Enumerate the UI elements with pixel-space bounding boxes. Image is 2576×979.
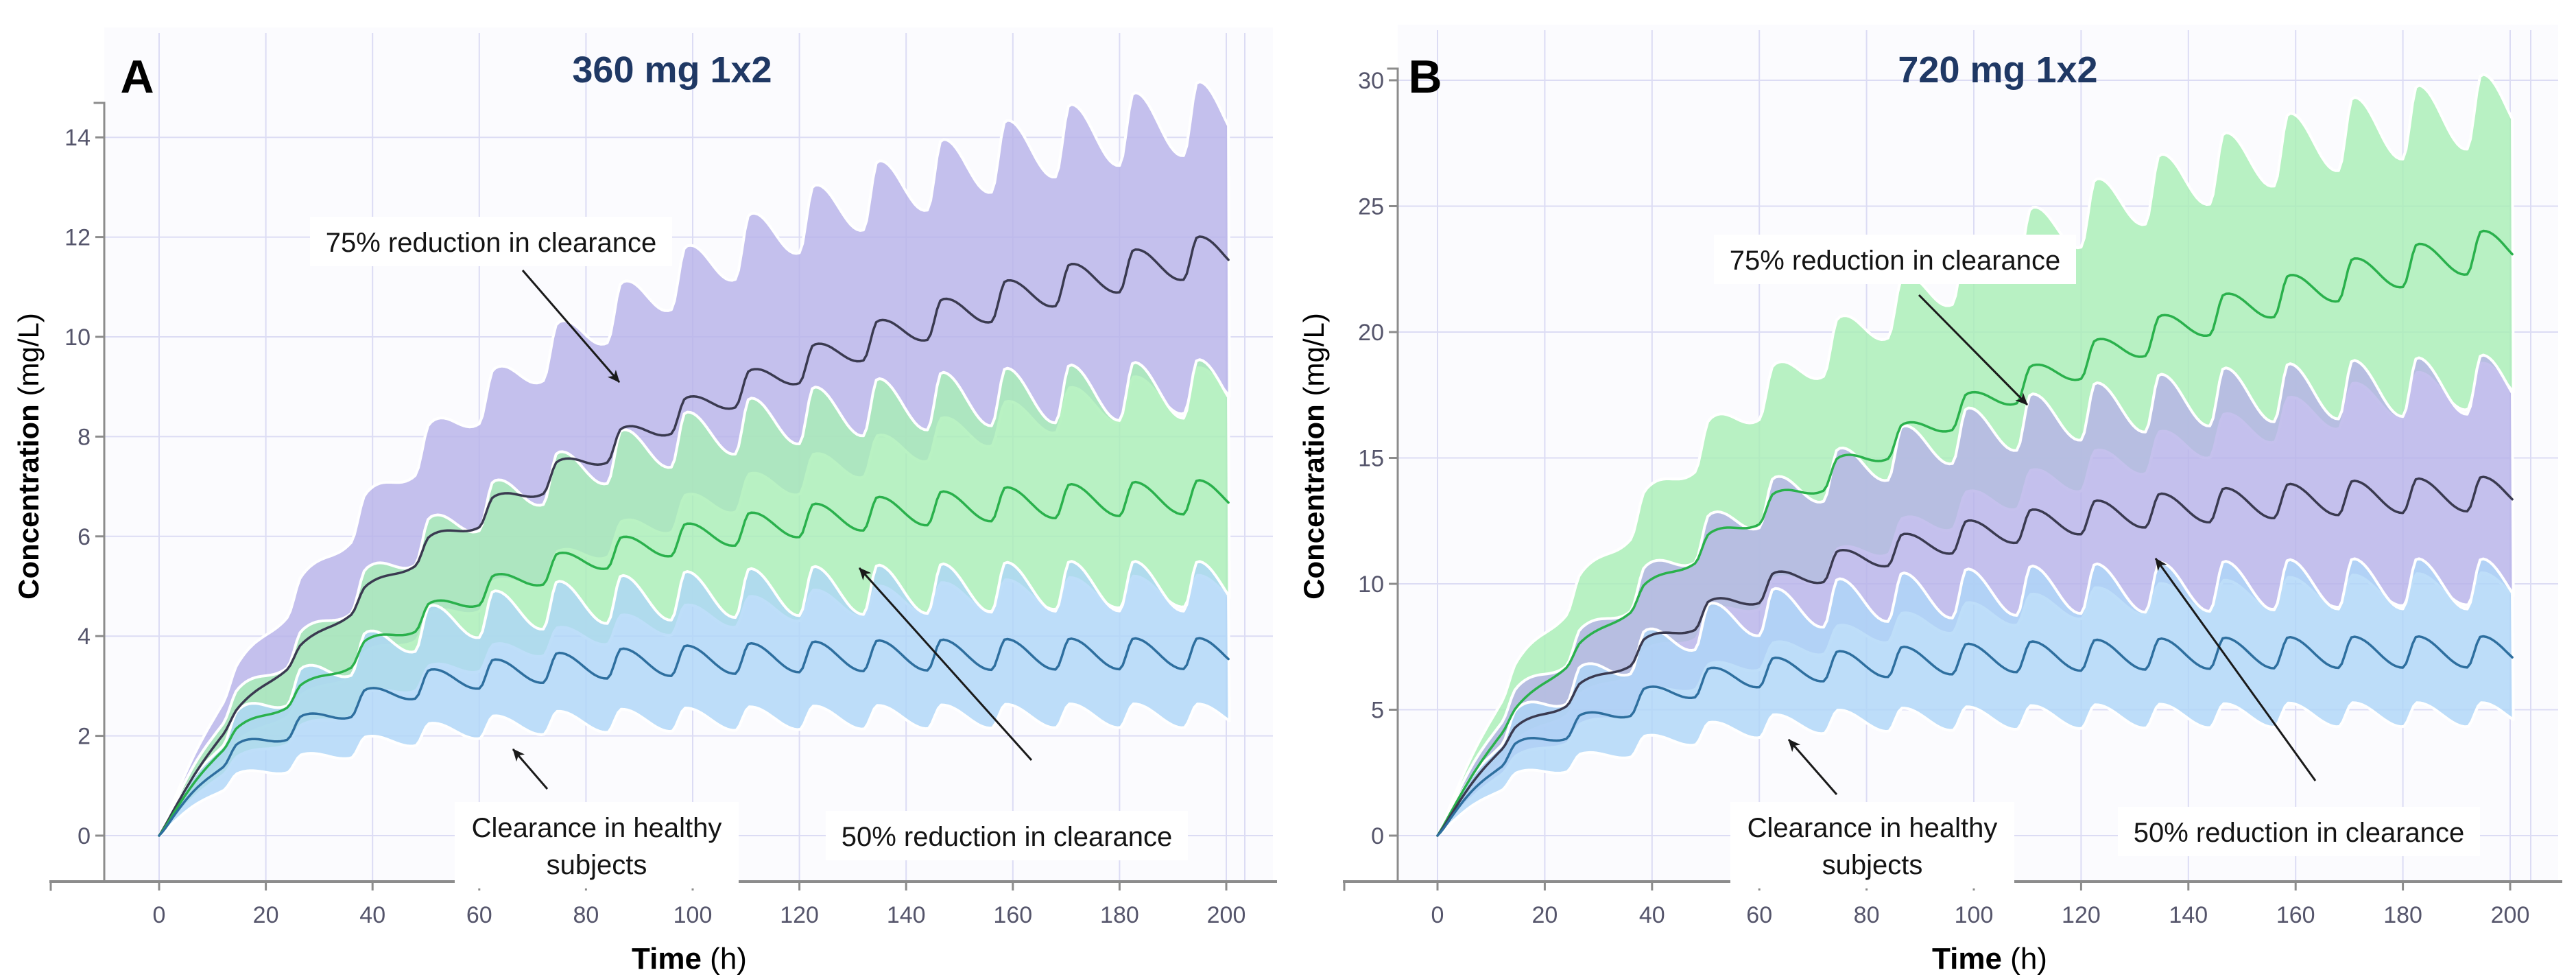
- x-tick-label-0: 0: [153, 902, 166, 928]
- y-tick-label-14: 14: [64, 125, 91, 151]
- x-tick-label-180: 180: [1100, 902, 1139, 928]
- y-tick-label-10: 10: [64, 325, 91, 351]
- x-tick-label-20: 20: [253, 902, 279, 928]
- confidence-band-2: [1436, 557, 2515, 837]
- y-tick-label-15: 15: [1358, 446, 1384, 472]
- annotation-arrow: [858, 567, 1033, 762]
- x-tick-label-120: 120: [780, 902, 819, 928]
- x-tick-label-60: 60: [1746, 902, 1772, 928]
- panel-chart-360mg: 0 20 40 60 80 100 120 140 160 180 200 0 2 4 6 8 10 12 14 Ti…: [12, 33, 1277, 976]
- median-line-0: [1436, 229, 2514, 837]
- y-tick-label-5: 5: [1371, 698, 1384, 724]
- y-tick-label-0: 0: [77, 823, 91, 849]
- x-tick-label-0: 0: [1431, 902, 1444, 928]
- annotation-arrow: [521, 270, 621, 383]
- y-tick-label-12: 12: [64, 225, 91, 251]
- annotation-background: [1714, 235, 2076, 284]
- median-line-1: [1436, 475, 2514, 837]
- annotation-text: Clearance in healthy: [1748, 813, 1998, 843]
- y-tick-label-2: 2: [77, 724, 91, 750]
- x-axis-label: Time (h): [632, 942, 747, 976]
- annotation-text: Clearance in healthy: [472, 813, 722, 843]
- median-line-2: [158, 637, 1230, 837]
- x-tick-label-140: 140: [887, 902, 926, 928]
- annotation-text: subjects: [547, 850, 647, 880]
- y-tick-label-25: 25: [1358, 194, 1384, 220]
- y-tick-label-30: 30: [1358, 68, 1384, 94]
- annotation-text: 50% reduction in clearance: [2134, 818, 2465, 848]
- y-tick-label-0: 0: [1371, 823, 1384, 849]
- median-line-1: [158, 479, 1230, 837]
- x-tick-label-120: 120: [2062, 902, 2101, 928]
- y-axis-label: Concentration (mg/L): [1298, 313, 1330, 600]
- x-tick-label-60: 60: [466, 902, 492, 928]
- panel-letter: A: [120, 51, 154, 103]
- x-tick-label-40: 40: [1639, 902, 1665, 928]
- x-tick-label-80: 80: [573, 902, 599, 928]
- annotation-arrow: [1787, 739, 1838, 795]
- y-tick-label-20: 20: [1358, 320, 1384, 346]
- x-tick-label-200: 200: [2491, 902, 2530, 928]
- x-tick-label-180: 180: [2383, 902, 2422, 928]
- x-tick-label-200: 200: [1207, 902, 1246, 928]
- x-tick-label-140: 140: [2169, 902, 2208, 928]
- panel-letter: B: [1408, 51, 1442, 103]
- annotation-arrow: [2154, 558, 2317, 781]
- annotation-background: [310, 217, 672, 266]
- annotation-background: [826, 811, 1188, 860]
- median-line-0: [158, 235, 1230, 837]
- y-tick-label-6: 6: [77, 524, 91, 550]
- annotation-b-healthy: Clearance in healthy subjects: [1730, 739, 2014, 888]
- x-tick-label-100: 100: [673, 902, 713, 928]
- y-tick-label-10: 10: [1358, 571, 1384, 598]
- x-axis-label: Time (h): [1932, 942, 2047, 976]
- annotation-arrow: [512, 748, 549, 790]
- x-tick-label-160: 160: [2276, 902, 2315, 928]
- median-line-2: [1436, 635, 2514, 837]
- y-tick-label-8: 8: [77, 424, 91, 450]
- annotation-b-50: 50% reduction in clearance: [2118, 558, 2480, 856]
- annotation-background: [2118, 807, 2480, 856]
- annotation-background: [1730, 802, 2014, 888]
- x-tick-label-100: 100: [1955, 902, 1994, 928]
- annotation-b-75: 75% reduction in clearance: [1714, 235, 2076, 406]
- panel-title: 360 mg 1x2: [572, 49, 772, 91]
- annotation-a-50: 50% reduction in clearance: [826, 567, 1188, 860]
- x-tick-label-20: 20: [1531, 902, 1558, 928]
- x-tick-label-40: 40: [359, 902, 385, 928]
- annotation-text: subjects: [1822, 850, 1923, 880]
- annotation-background: [455, 802, 739, 888]
- x-tick-label-80: 80: [1854, 902, 1880, 928]
- annotation-text: 75% reduction in clearance: [326, 228, 657, 258]
- annotation-text: 75% reduction in clearance: [1730, 246, 2061, 276]
- annotation-arrow: [1918, 294, 2029, 406]
- annotation-a-healthy: Clearance in healthy subjects: [455, 748, 739, 888]
- panel-chart-720mg: 0 20 40 60 80 100 120 140 160 180 200 0 5 10 15 20 25 30 T…: [1298, 25, 2562, 976]
- confidence-band-2: [158, 560, 1231, 837]
- x-tick-label-160: 160: [993, 902, 1032, 928]
- y-axis-label: Concentration (mg/L): [12, 313, 45, 600]
- annotation-a-75: 75% reduction in clearance: [310, 217, 672, 383]
- panel-title: 720 mg 1x2: [1898, 49, 2097, 91]
- annotation-text: 50% reduction in clearance: [842, 822, 1173, 852]
- y-tick-label-4: 4: [77, 624, 91, 650]
